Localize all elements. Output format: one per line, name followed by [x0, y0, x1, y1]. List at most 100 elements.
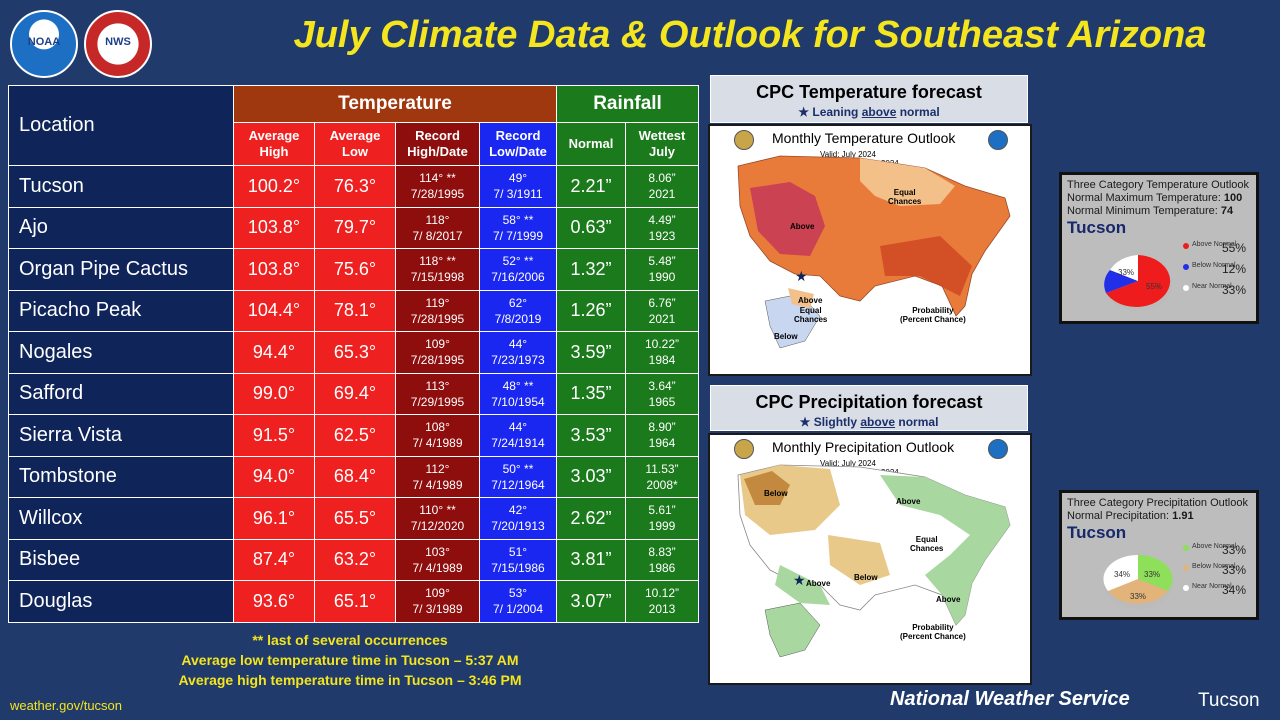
legend-below-dot	[1183, 264, 1189, 270]
wettest-july-cell: 6.76” 2021	[625, 289, 699, 332]
legend-near-dot	[1183, 585, 1189, 591]
wettest-july-cell: 8.90” 1964	[625, 414, 699, 457]
sw-above-region	[775, 565, 830, 605]
pie-label-above: 33%	[1144, 570, 1160, 579]
location-cell: Tucson	[8, 165, 234, 208]
note-high-time: Average high temperature time in Tucson …	[178, 672, 522, 688]
location-cell: Organ Pipe Cactus	[8, 248, 234, 291]
avg-low-cell: 65.5°	[314, 497, 396, 540]
precip-label-equal: Equal Chances	[910, 535, 944, 553]
legend-above-dot	[1183, 243, 1189, 249]
temp-forecast-title: CPC Temperature forecast	[756, 82, 982, 102]
wettest-july-cell: 8.83” 1986	[625, 538, 699, 581]
avg-high-cell: 91.5°	[233, 414, 315, 457]
avg-low-cell: 65.3°	[314, 331, 396, 374]
wettest-july-cell: 11.53” 2008*	[625, 455, 699, 498]
record-low-cell: 42° 7/20/1913	[479, 497, 557, 540]
location-cell: Tombstone	[8, 455, 234, 498]
precip-label-above-n: Above	[896, 497, 921, 506]
table-row: Bisbee 87.4° 63.2° 103° 7/ 4/1989 51° 7/15/198…	[8, 538, 699, 581]
avg-high-cell: 87.4°	[233, 538, 315, 581]
wettest-july-cell: 8.06” 2021	[625, 165, 699, 208]
location-header: Location	[8, 85, 234, 166]
rainfall-header: Rainfall	[556, 85, 699, 123]
notes: ** last of several occurrences Average l…	[130, 630, 570, 690]
noaa-seal-icon	[988, 130, 1008, 150]
note-occurrences: ** last of several occurrences	[252, 632, 448, 648]
precip-forecast-header: CPC Precipitation forecast ★ Slightly ab…	[710, 385, 1028, 431]
precip-legend-title: Probability (Percent Chance)	[900, 623, 966, 641]
nw-below-core	[744, 471, 790, 505]
wettest-july-cell: 5.61” 1999	[625, 497, 699, 540]
legend-near-pct: 34%	[1222, 583, 1247, 597]
footer-agency: National Weather Service	[890, 688, 1130, 710]
legend-near-pct: 33%	[1222, 283, 1247, 297]
normal-rain-cell: 3.03”	[556, 455, 626, 498]
page-title: July Climate Data & Outlook for Southeas…	[293, 14, 1207, 56]
temp-map-title: Monthly Temperature Outlook	[772, 130, 956, 146]
table-row: Organ Pipe Cactus 103.8° 75.6° 118° ** 7/15/…	[8, 248, 699, 291]
precip-forecast-subtitle: ★ Slightly above normal	[799, 415, 939, 429]
normal-rain-cell: 1.32”	[556, 248, 626, 291]
precip-forecast-title: CPC Precipitation forecast	[755, 392, 983, 412]
precip-outlook-card: Three Category Precipitation Outlook Nor…	[1059, 490, 1259, 620]
temp-map-shapes: ★	[737, 155, 1011, 349]
location-cell: Douglas	[8, 580, 234, 623]
avg-low-cell: 63.2°	[314, 538, 396, 581]
pie-below	[1104, 270, 1138, 293]
website-link[interactable]: weather.gov/tucson	[10, 698, 123, 713]
record-high-cell: 103° 7/ 4/1989	[395, 538, 480, 581]
wettest-july-cell: 4.49” 1923	[625, 206, 699, 249]
normal-rain-cell: 2.21”	[556, 165, 626, 208]
table-row: Douglas 93.6° 65.1° 109° 7/ 3/1989 53° 7/ 1/20…	[8, 580, 699, 623]
avg-high-cell: 96.1°	[233, 497, 315, 540]
normal-rain-cell: 2.62”	[556, 497, 626, 540]
normal-rain-cell: 1.35”	[556, 372, 626, 415]
record-low-cell: 44° 7/23/1973	[479, 331, 557, 374]
normal-rain-cell: 0.63”	[556, 206, 626, 249]
record-low-cell: 48° ** 7/10/1954	[479, 372, 557, 415]
pie-below	[1108, 579, 1168, 604]
temp-label-equal-ak: Equal Chances	[794, 306, 828, 324]
star-icon: ★	[798, 105, 810, 119]
location-cell: Safford	[8, 372, 234, 415]
record-high-cell: 108° 7/ 4/1989	[395, 414, 480, 457]
temp-pie-chart: 33% 55%	[1104, 255, 1172, 311]
doc-seal-icon	[734, 439, 754, 459]
normal-rain-cell: 3.07”	[556, 580, 626, 623]
location-cell: Sierra Vista	[8, 414, 234, 457]
record-low-cell: 50° ** 7/12/1964	[479, 455, 557, 498]
record-high-header: Record High/Date	[395, 122, 480, 166]
pie-above	[1138, 554, 1173, 591]
avg-low-cell: 62.5°	[314, 414, 396, 457]
temp-label-above-ak: Above	[798, 296, 823, 305]
avg-low-cell: 68.4°	[314, 455, 396, 498]
table-row: Sierra Vista 91.5° 62.5° 108° 7/ 4/1989 44° 7/…	[8, 414, 699, 457]
legend-below-label: Below Normal	[1192, 563, 1236, 570]
climate-data-table: Location Temperature Rainfall Average Hig…	[8, 85, 699, 623]
record-high-cell: 110° ** 7/12/2020	[395, 497, 480, 540]
temp-forecast-subtitle: ★ Leaning above normal	[798, 105, 940, 119]
tucson-star-icon: ★	[793, 573, 806, 589]
pie-label-near: 33%	[1118, 268, 1134, 277]
record-high-cell: 119° 7/28/1995	[395, 289, 480, 332]
avg-low-cell: 65.1°	[314, 580, 396, 623]
legend-near-label: Near Normal	[1192, 583, 1232, 590]
record-high-cell: 113° 7/29/1995	[395, 372, 480, 415]
avg-high-cell: 103.8°	[233, 206, 315, 249]
alaska-region	[764, 602, 821, 658]
footer-city: Tucson	[1198, 690, 1260, 711]
avg-high-header: Average High	[233, 122, 315, 166]
temp-legend-title: Probability (Percent Chance)	[900, 306, 966, 324]
wettest-july-cell: 5.48” 1990	[625, 248, 699, 291]
avg-low-cell: 69.4°	[314, 372, 396, 415]
wettest-july-cell: 10.22” 1984	[625, 331, 699, 374]
wettest-july-cell: 3.64” 1965	[625, 372, 699, 415]
pie-above	[1106, 255, 1171, 307]
normal-rain-cell: 3.81”	[556, 538, 626, 581]
record-high-cell: 109° 7/ 3/1989	[395, 580, 480, 623]
avg-high-cell: 93.6°	[233, 580, 315, 623]
pie-label-below: 33%	[1130, 592, 1146, 601]
star-icon: ★	[799, 415, 811, 429]
precip-card-city: Tucson	[1067, 523, 1127, 542]
